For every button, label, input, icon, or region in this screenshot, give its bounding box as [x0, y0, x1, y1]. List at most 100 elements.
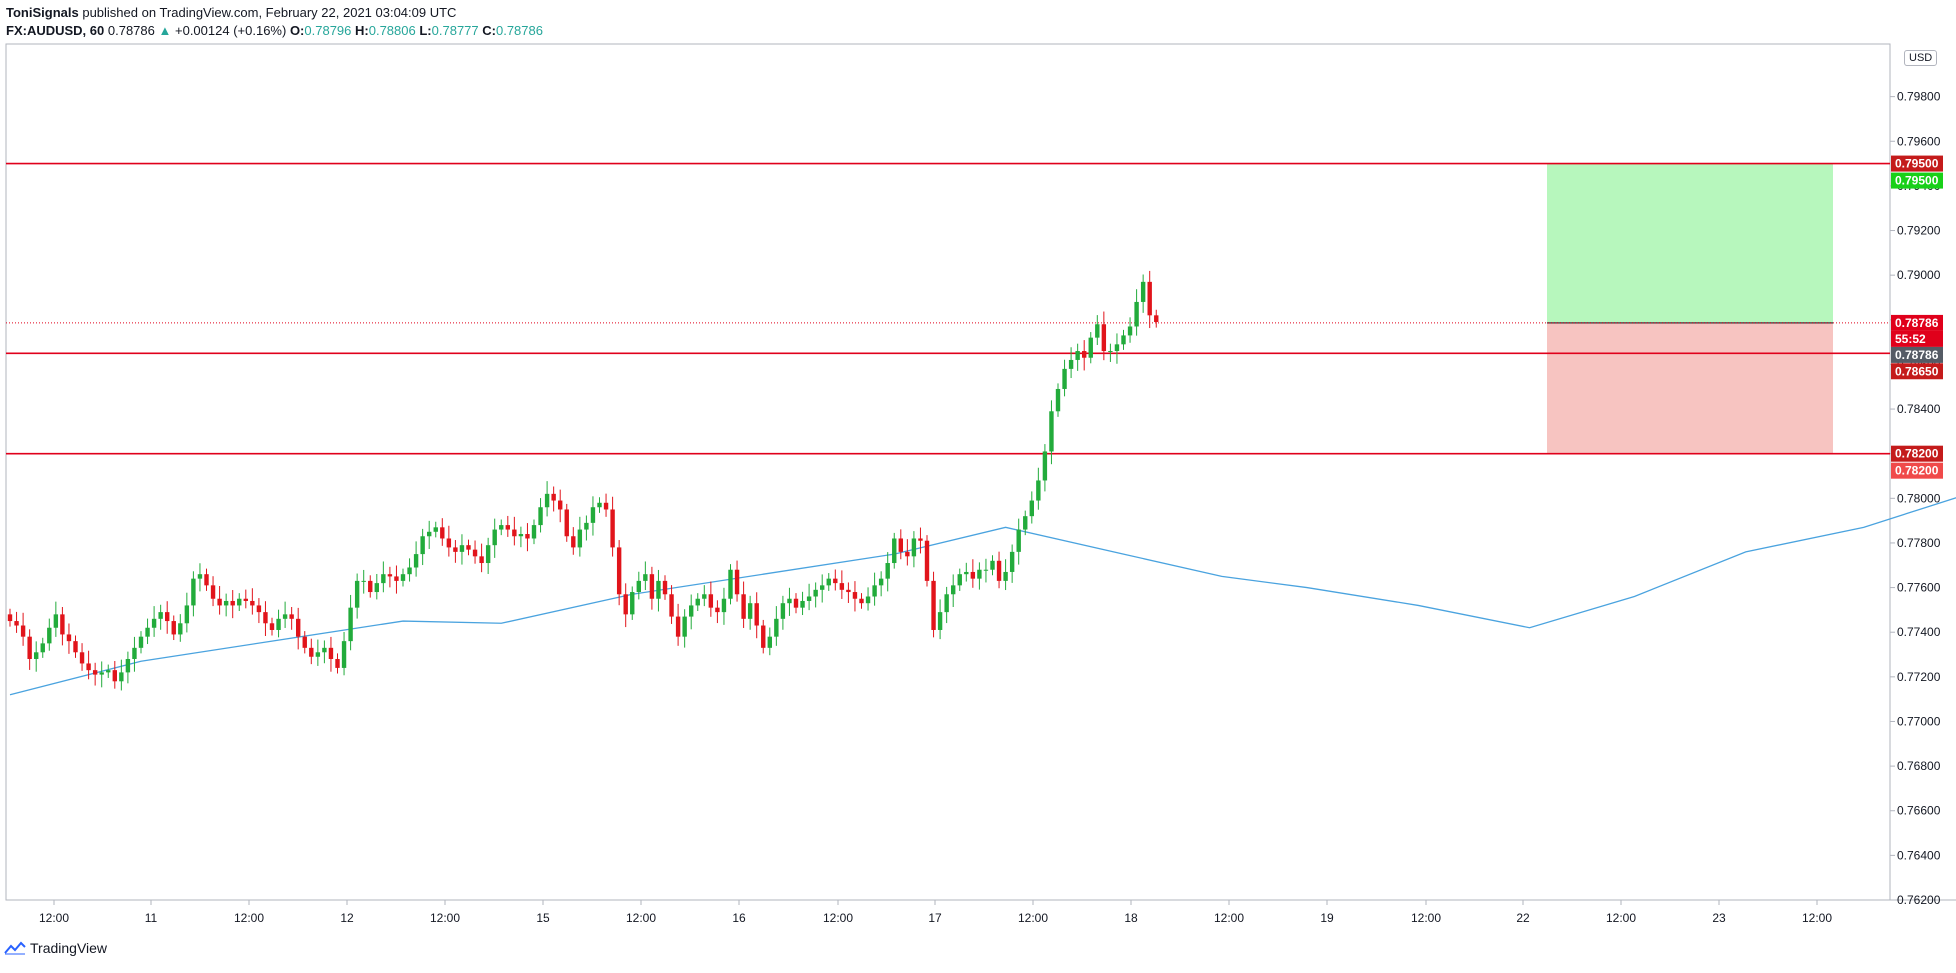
x-tick-label: 12:00 [1214, 911, 1244, 925]
bearish-candle [263, 601, 268, 637]
bullish-candle [538, 498, 543, 533]
bearish-candle [551, 486, 556, 512]
author-name[interactable]: ToniSignals [6, 5, 79, 20]
x-tick-label: 12:00 [39, 911, 69, 925]
bullish-candle [237, 593, 242, 612]
high-value: 0.78806 [368, 23, 416, 38]
bearish-candle [505, 515, 510, 537]
tradingview-logo-icon [4, 941, 26, 955]
bearish-candle [610, 496, 615, 557]
price-axis: 0.76200 0.76400 0.76600 0.76800 0.77000 0.772… [1890, 90, 1941, 907]
low-value: 0.78777 [431, 23, 479, 38]
svg-text:0.78786: 0.78786 [1895, 348, 1939, 362]
bullish-candle [197, 563, 203, 592]
bullish-candle [682, 609, 687, 648]
publish-info: published on TradingView.com, February 2… [82, 5, 457, 20]
long-position-tool[interactable] [1547, 163, 1833, 454]
y-tick-label: 0.76200 [1897, 893, 1941, 907]
moving-average-layer [9, 497, 1956, 696]
x-tick-label: 12:00 [430, 911, 460, 925]
x-tick-label: 23 [1712, 911, 1726, 925]
bearish-candle [289, 606, 294, 630]
bearish-candle [14, 611, 19, 633]
moving-average-line [9, 497, 1956, 696]
bearish-candle [734, 560, 740, 602]
bearish-candle [761, 619, 766, 654]
x-tick-label: 12:00 [1018, 911, 1048, 925]
bullish-candle [747, 595, 753, 630]
bearish-candle [859, 593, 864, 609]
bullish-candle [1016, 518, 1021, 565]
y-tick-label: 0.77800 [1897, 536, 1941, 550]
bullish-candle [1095, 315, 1100, 346]
symbol-label[interactable]: FX:AUDUSD, 60 [6, 23, 105, 38]
bearish-candle [512, 516, 517, 546]
bullish-candle [702, 585, 707, 607]
bullish-candle [990, 555, 995, 576]
bearish-candle [230, 590, 235, 619]
bullish-candle [223, 593, 229, 617]
bearish-candle [905, 539, 910, 566]
loss-zone[interactable] [1547, 322, 1833, 454]
bullish-candle [106, 664, 111, 678]
bullish-candle [1068, 347, 1074, 379]
y-tick-label: 0.79000 [1897, 268, 1941, 282]
bearish-candle [852, 581, 858, 612]
bullish-candle [937, 599, 943, 640]
bullish-candle [1114, 333, 1120, 364]
bullish-candle [951, 574, 956, 607]
bullish-candle [145, 618, 150, 645]
last-price-label: 0.78786 [1891, 314, 1943, 331]
bullish-candle [780, 595, 786, 630]
bearish-candle [204, 568, 209, 591]
bullish-candle [132, 636, 137, 672]
bullish-candle [787, 587, 792, 616]
bullish-candle [1003, 559, 1008, 591]
bearish-candle [662, 575, 668, 600]
bearish-candle [27, 629, 32, 670]
open-label: O: [289, 23, 305, 38]
bullish-candle [459, 534, 465, 565]
svg-text:0.78200: 0.78200 [1895, 464, 1939, 478]
bullish-candle [433, 521, 438, 538]
bearish-candle [741, 581, 746, 628]
bullish-candle [1088, 332, 1093, 364]
bullish-candle [1062, 359, 1067, 397]
tradingview-logo[interactable]: TradingView [4, 940, 107, 956]
x-tick-label: 15 [536, 911, 550, 925]
bullish-candle [544, 481, 550, 517]
bearish-candle [387, 566, 393, 588]
bearish-candle [924, 535, 930, 587]
bullish-candle [282, 601, 288, 628]
bullish-candle [1042, 444, 1048, 492]
bullish-candle [322, 640, 327, 664]
bullish-candle [590, 496, 596, 536]
chart-header: ToniSignals published on TradingView.com… [6, 4, 543, 40]
bearish-candle [256, 598, 262, 624]
y-tick-label: 0.76800 [1897, 759, 1941, 773]
bullish-candle [407, 558, 412, 582]
bullish-candle [400, 568, 406, 587]
bullish-candle [1134, 289, 1139, 336]
svg-text:0.78200: 0.78200 [1895, 447, 1939, 461]
bullish-candle [518, 526, 524, 548]
target-label: 0.79500 [1891, 172, 1943, 189]
bearish-candle [79, 643, 85, 671]
bullish-candle [178, 614, 183, 642]
stop-label: 0.78200 [1891, 462, 1943, 479]
x-tick-label: 12:00 [823, 911, 853, 925]
bearish-candle [754, 592, 759, 639]
bullish-candle [878, 571, 884, 597]
bullish-candle [499, 519, 504, 536]
bullish-candle [1055, 383, 1061, 417]
profit-zone[interactable] [1547, 163, 1833, 323]
currency-badge[interactable]: USD [1904, 50, 1938, 66]
bearish-candle [846, 582, 851, 603]
bullish-candle [381, 561, 386, 593]
bullish-candle [492, 518, 497, 558]
bullish-candle [1108, 343, 1113, 362]
y-tick-label: 0.76600 [1897, 804, 1941, 818]
candles-layer [7, 270, 1159, 691]
